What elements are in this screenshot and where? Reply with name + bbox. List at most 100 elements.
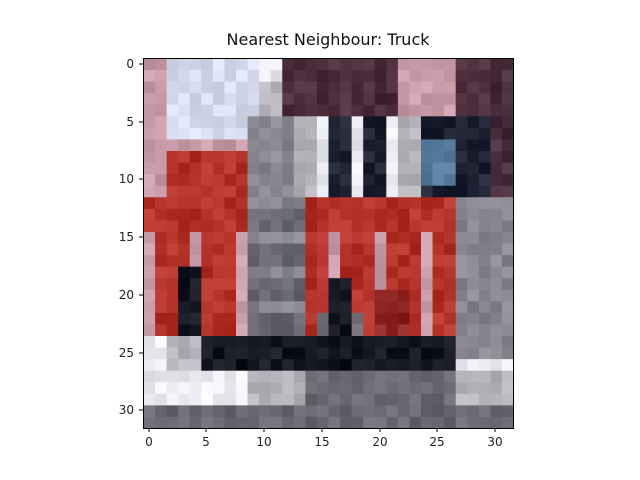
image-pixel [421, 231, 433, 244]
image-pixel [397, 104, 410, 117]
image-pixel [282, 197, 295, 210]
image-pixel [316, 393, 329, 406]
image-pixel [305, 243, 318, 256]
image-pixel [409, 70, 422, 83]
image-pixel [270, 174, 283, 187]
image-pixel [189, 116, 202, 129]
image-pixel [363, 243, 376, 256]
image-pixel [270, 405, 283, 418]
image-pixel [305, 312, 318, 325]
image-pixel [201, 151, 214, 163]
image-pixel [270, 162, 283, 175]
image-pixel [363, 393, 376, 406]
image-pixel [201, 58, 214, 71]
image-pixel [340, 289, 353, 302]
image-pixel [201, 312, 214, 325]
image-pixel [224, 393, 237, 406]
image-pixel [259, 116, 272, 129]
image-pixel [166, 393, 179, 406]
image-pixel [421, 347, 433, 360]
image-pixel [340, 104, 353, 117]
image-pixel [189, 58, 202, 71]
image-pixel [432, 289, 445, 302]
image-pixel [467, 174, 480, 187]
image-pixel [397, 312, 410, 325]
image-pixel [189, 93, 202, 106]
image-pixel [212, 220, 225, 233]
image-pixel [282, 162, 295, 175]
image-pixel [386, 81, 399, 94]
image-pixel [178, 359, 191, 372]
image-pixel [374, 416, 387, 429]
image-pixel [501, 231, 514, 244]
image-pixel [421, 336, 433, 348]
image-pixel [455, 405, 468, 418]
image-pixel [212, 324, 225, 337]
image-pixel [397, 81, 410, 94]
image-pixel [166, 359, 179, 372]
image-pixel [259, 278, 272, 291]
image-pixel [316, 104, 329, 117]
image-pixel [247, 208, 260, 221]
image-pixel [259, 104, 272, 117]
image-pixel [143, 93, 156, 106]
pixel-image [143, 58, 514, 429]
image-pixel [189, 324, 202, 337]
image-pixel [455, 93, 468, 106]
image-pixel [467, 278, 480, 291]
image-pixel [490, 127, 503, 140]
image-pixel [455, 359, 468, 372]
image-pixel [305, 324, 318, 337]
image-pixel [178, 93, 191, 106]
image-pixel [155, 243, 168, 256]
image-pixel [455, 185, 468, 198]
image-pixel [444, 382, 457, 395]
image-pixel [444, 185, 457, 198]
image-pixel [293, 359, 306, 372]
image-pixel [155, 370, 168, 383]
image-pixel [224, 312, 237, 325]
image-pixel [444, 324, 457, 337]
image-pixel [282, 151, 295, 163]
image-pixel [282, 405, 295, 418]
image-pixel [224, 405, 237, 418]
image-pixel [490, 197, 503, 210]
image-pixel [247, 324, 260, 337]
image-pixel [189, 185, 202, 198]
image-pixel [259, 81, 272, 94]
image-pixel [316, 278, 329, 291]
image-pixel [386, 289, 399, 302]
image-pixel [397, 58, 410, 71]
image-pixel [166, 266, 179, 279]
image-pixel [409, 174, 422, 187]
image-pixel [501, 359, 514, 372]
x-tick-label: 25 [429, 435, 444, 449]
image-pixel [166, 104, 179, 117]
image-pixel [478, 416, 491, 429]
image-pixel [501, 382, 514, 395]
image-pixel [224, 370, 237, 383]
image-pixel [478, 266, 491, 279]
image-pixel [316, 197, 329, 210]
image-pixel [143, 393, 156, 406]
image-pixel [201, 197, 214, 210]
image-pixel [189, 393, 202, 406]
image-pixel [293, 220, 306, 233]
image-pixel [282, 266, 295, 279]
image-pixel [478, 405, 491, 418]
image-pixel [282, 58, 295, 71]
image-pixel [155, 70, 168, 83]
image-pixel [259, 197, 272, 210]
image-pixel [501, 416, 514, 429]
image-pixel [397, 197, 410, 210]
image-pixel [293, 174, 306, 187]
image-pixel [270, 393, 283, 406]
image-pixel [490, 139, 503, 152]
image-pixel [501, 347, 514, 360]
image-pixel [432, 324, 445, 337]
image-pixel [501, 370, 514, 383]
image-pixel [293, 266, 306, 279]
image-pixel [386, 416, 399, 429]
image-pixel [155, 359, 168, 372]
image-pixel [166, 255, 179, 268]
